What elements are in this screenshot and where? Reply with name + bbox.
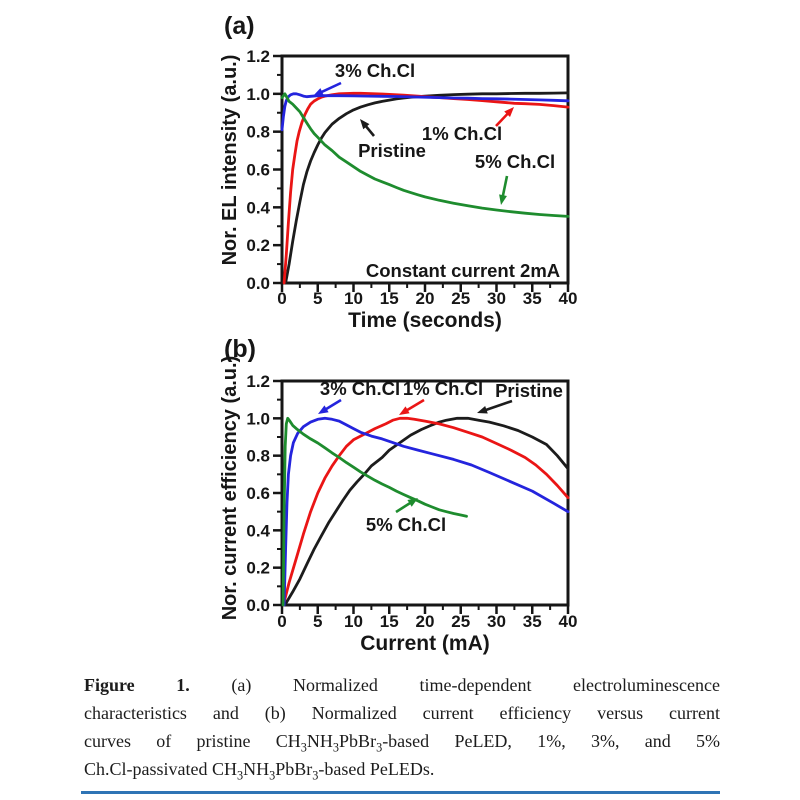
y-tick-label: 1.0	[246, 409, 270, 428]
label-arrowhead	[313, 88, 324, 96]
x-axis-title: Time (seconds)	[348, 309, 502, 332]
y-axis-title: Nor. EL intensity (a.u.)	[219, 55, 241, 266]
series-line-5-ch-cl	[281, 416, 468, 607]
x-tick-label: 5	[313, 612, 322, 631]
series-label: 5% Ch.Cl	[366, 514, 446, 535]
y-tick-label: 0.8	[246, 123, 270, 142]
y-tick-label: 0.6	[246, 484, 270, 503]
series-line-5-ch-cl	[280, 92, 570, 218]
panel-label: (b)	[224, 335, 256, 363]
y-tick-label: 0.0	[246, 596, 270, 615]
x-tick-label: 25	[451, 612, 470, 631]
series-label: Pristine	[495, 380, 563, 401]
series-label: 3% Ch.Cl	[335, 60, 415, 81]
panel-b-chart: 0 5 10 15 20 25 30 35 40 0.0 0.2 0.4 0.6 0.8 1.0 1.2 Cur…	[219, 335, 578, 655]
series-line-pristine	[283, 416, 570, 607]
y-axis-title: Nor. current efficiency (a.u.)	[219, 356, 241, 621]
x-tick-label: 35	[523, 289, 542, 308]
series-line-1-ch-cl	[282, 416, 570, 607]
x-axis-title: Current (mA)	[360, 632, 490, 655]
x-tick-label: 30	[487, 289, 506, 308]
x-tick-label: 20	[416, 289, 435, 308]
label-arrowhead	[318, 405, 329, 414]
y-tick-label: 1.0	[246, 85, 270, 104]
plot-frame	[280, 54, 570, 285]
x-tick-label: 30	[487, 612, 506, 631]
y-tick-label: 0.4	[246, 521, 270, 540]
y-tick-label: 1.2	[246, 47, 270, 66]
caption-line: curves of pristine CH3NH3PbBr3-based PeL…	[84, 731, 720, 755]
label-arrowhead	[499, 194, 507, 205]
series-line-3-ch-cl	[282, 416, 570, 607]
y-tick-label: 0.4	[246, 198, 270, 217]
note-annotation: Constant current 2mA	[366, 260, 560, 281]
plot-frame	[280, 379, 570, 607]
panel-label: (a)	[224, 12, 255, 40]
series-line-3-ch-cl	[280, 92, 570, 132]
y-tick-label: 0.2	[246, 236, 270, 255]
y-tick-label: 0.6	[246, 161, 270, 180]
y-tick-label: 0.8	[246, 447, 270, 466]
section-divider-rule	[81, 791, 720, 794]
x-tick-label: 15	[380, 612, 399, 631]
label-arrowhead	[407, 498, 418, 507]
series-label: 3% Ch.Cl	[320, 378, 400, 399]
x-tick-label: 0	[277, 612, 286, 631]
series-line-pristine	[284, 91, 570, 285]
series-label: 1% Ch.Cl	[422, 123, 502, 144]
series-label: 5% Ch.Cl	[475, 151, 555, 172]
x-tick-label: 0	[277, 289, 286, 308]
caption-line: Figure 1. (a) Normalized time-dependent …	[84, 675, 720, 695]
series-label: 1% Ch.Cl	[403, 378, 483, 399]
x-tick-label: 40	[559, 612, 578, 631]
series-line-1-ch-cl	[282, 91, 570, 285]
label-arrowhead	[477, 405, 488, 414]
y-tick-label: 0.0	[246, 274, 270, 293]
caption-line: characteristics and (b) Normalized curre…	[84, 703, 720, 723]
label-arrowhead	[399, 406, 410, 415]
figure-caption: Figure 1. (a) Normalized time-dependent …	[84, 671, 720, 783]
x-tick-label: 20	[416, 612, 435, 631]
y-tick-label: 0.2	[246, 559, 270, 578]
panel-a-chart: 0 5 10 15 20 25 30 35 40 0.0 0.2 0.4 0.6 0.8 1.0 1.2 Tim…	[219, 12, 578, 332]
series-label: Pristine	[358, 140, 426, 161]
x-tick-label: 35	[523, 612, 542, 631]
label-arrowhead	[360, 119, 370, 130]
x-tick-label: 10	[344, 289, 363, 308]
x-tick-label: 5	[313, 289, 322, 308]
x-tick-label: 40	[559, 289, 578, 308]
y-tick-label: 1.2	[246, 372, 270, 391]
x-tick-label: 10	[344, 612, 363, 631]
caption-line: Ch.Cl-passivated CH3NH3PbBr3-based PeLED…	[84, 759, 435, 783]
x-tick-label: 15	[380, 289, 399, 308]
label-arrowhead	[504, 107, 514, 118]
x-tick-label: 25	[451, 289, 470, 308]
